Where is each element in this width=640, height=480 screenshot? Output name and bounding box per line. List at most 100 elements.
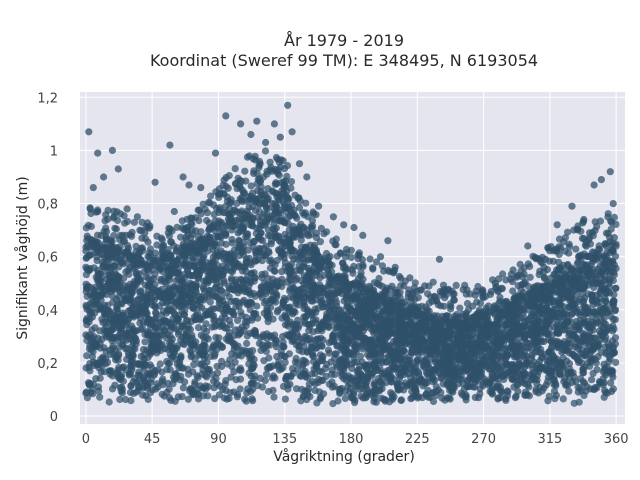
data-point <box>233 393 241 401</box>
data-point <box>531 348 539 356</box>
data-points <box>82 101 620 408</box>
data-point <box>267 240 275 248</box>
data-point <box>556 369 564 377</box>
data-point <box>218 362 226 371</box>
data-point <box>560 311 568 319</box>
data-point <box>83 352 91 360</box>
data-point <box>178 393 186 401</box>
data-point <box>328 268 336 276</box>
data-point <box>588 347 597 355</box>
data-point <box>286 287 294 295</box>
data-point <box>572 334 580 342</box>
data-point <box>159 375 167 383</box>
data-point <box>242 259 250 267</box>
data-point <box>190 361 198 369</box>
data-point <box>96 277 104 285</box>
data-point <box>331 295 339 303</box>
data-point <box>575 398 583 406</box>
data-point <box>109 342 117 350</box>
data-point <box>463 376 471 384</box>
data-point <box>211 395 219 403</box>
data-point <box>82 388 91 396</box>
data-point <box>163 357 171 366</box>
data-point <box>227 255 235 263</box>
data-point <box>353 383 361 391</box>
data-point <box>316 351 325 359</box>
data-point <box>105 280 113 288</box>
data-point <box>562 381 570 390</box>
data-point <box>524 359 532 367</box>
data-point <box>579 369 588 377</box>
data-point <box>500 375 508 383</box>
data-point <box>98 315 106 323</box>
data-point <box>596 262 604 270</box>
data-point <box>106 370 114 378</box>
data-point <box>601 284 609 292</box>
data-point <box>234 243 242 251</box>
data-point <box>228 210 236 218</box>
data-point <box>361 336 369 344</box>
data-point <box>536 357 544 365</box>
data-point <box>271 374 279 382</box>
data-point <box>131 345 139 353</box>
data-point <box>414 393 423 401</box>
data-point <box>370 324 378 332</box>
data-point <box>417 317 425 325</box>
data-point <box>218 314 226 323</box>
data-point <box>152 255 160 263</box>
data-point <box>342 330 350 338</box>
data-point <box>320 321 328 329</box>
data-point <box>232 376 240 384</box>
data-point <box>212 333 220 341</box>
data-point <box>180 252 188 260</box>
data-point <box>230 297 239 305</box>
data-point <box>581 294 589 302</box>
data-point <box>114 366 122 374</box>
data-point <box>593 366 601 374</box>
data-point <box>338 372 346 380</box>
data-point <box>509 324 517 333</box>
data-point <box>573 282 581 291</box>
data-point <box>511 394 519 402</box>
data-point <box>158 331 166 339</box>
data-point <box>606 367 614 375</box>
data-point <box>168 335 176 343</box>
data-point <box>228 235 236 244</box>
data-point <box>445 394 453 402</box>
data-point <box>385 398 394 406</box>
data-point <box>341 394 349 402</box>
data-point <box>306 323 314 331</box>
data-point <box>273 193 281 201</box>
data-point <box>302 276 310 284</box>
data-point <box>179 384 187 392</box>
data-point <box>400 353 408 361</box>
data-point <box>571 343 579 351</box>
data-point <box>263 312 271 321</box>
data-point <box>191 316 199 324</box>
data-point <box>324 303 332 311</box>
data-point <box>312 296 320 304</box>
data-point <box>185 370 193 378</box>
data-point <box>238 312 246 320</box>
data-point <box>148 344 156 352</box>
data-point <box>264 341 272 349</box>
data-point <box>385 327 393 335</box>
data-point <box>503 352 511 360</box>
data-point <box>200 354 208 363</box>
data-point <box>294 301 302 309</box>
data-point <box>274 306 282 314</box>
data-point <box>222 229 230 237</box>
data-point <box>610 261 618 269</box>
data-point <box>88 326 96 334</box>
data-point <box>320 271 328 279</box>
data-point <box>243 339 251 348</box>
data-point <box>245 300 253 308</box>
data-point <box>387 352 395 361</box>
data-point <box>612 284 620 292</box>
data-point <box>194 395 203 403</box>
data-point <box>278 214 286 222</box>
data-point <box>234 316 242 324</box>
data-point <box>242 267 250 275</box>
data-point <box>599 375 607 383</box>
data-point <box>530 308 538 316</box>
